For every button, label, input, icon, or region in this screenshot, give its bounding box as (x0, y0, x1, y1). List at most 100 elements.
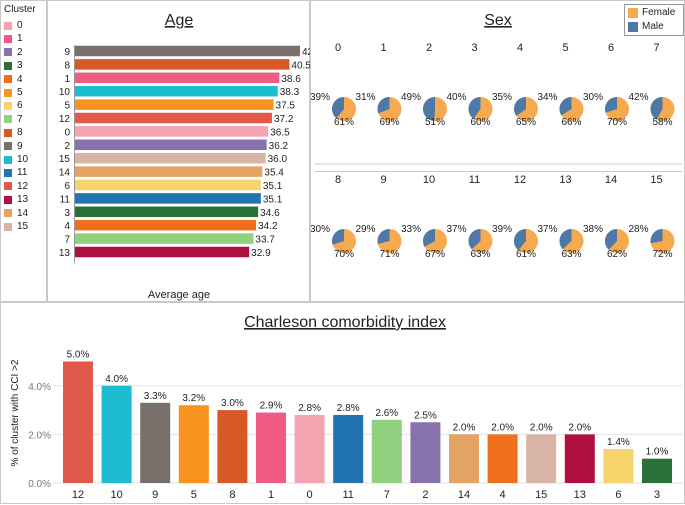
pie-female-pct: 63% (562, 249, 582, 260)
legend-swatch (4, 209, 12, 218)
legend-label: 9 (17, 140, 23, 152)
sex-title: Sex (484, 12, 512, 29)
age-bar (75, 45, 300, 57)
legend-swatch (4, 168, 12, 177)
pie-female-pct: 51% (425, 117, 445, 128)
legend-label: 10 (17, 154, 29, 165)
legend-item-0: 0 (4, 19, 23, 32)
pie-male-slice (422, 96, 435, 121)
pie-male-pct: 29% (355, 224, 375, 235)
sex-legend: Female Male (624, 4, 684, 36)
age-tick-label: 12 (59, 114, 71, 125)
age-value-label: 38.6 (281, 74, 301, 85)
pie-female-pct: 58% (653, 117, 673, 128)
age-bar (75, 166, 263, 177)
cci-value-label: 1.0% (646, 447, 669, 458)
age-bar (75, 219, 257, 231)
pie-male-slice (468, 97, 481, 119)
age-value-label: 36.2 (269, 141, 289, 152)
age-tick-label: 10 (59, 87, 71, 98)
legend-item-8: 8 (4, 126, 23, 139)
age-value-label: 36.5 (270, 127, 290, 138)
cci-bar (101, 385, 132, 483)
pie-male-pct: 30% (311, 224, 330, 235)
cci-bar (256, 412, 286, 483)
cci-tick-label: 9 (152, 489, 158, 501)
pie-male-slice (422, 229, 435, 247)
cci-tick-label: 3 (654, 489, 660, 501)
legend-swatch (4, 101, 12, 110)
cci-bar (371, 419, 402, 483)
age-value-label: 37.2 (274, 114, 294, 125)
age-bar (75, 112, 272, 124)
cci-value-label: 2.6% (375, 408, 398, 419)
pie-male-pct: 28% (628, 224, 648, 235)
cci-value-label: 2.8% (337, 403, 360, 414)
cci-value-label: 2.8% (298, 403, 321, 414)
cci-bar (642, 458, 672, 483)
legend-label: 12 (17, 180, 29, 192)
age-tick-label: 3 (64, 208, 70, 219)
sex-cluster-label: 9 (380, 174, 386, 186)
age-value-label: 34.6 (260, 208, 280, 219)
legend-label: 8 (17, 127, 23, 139)
age-tick-label: 6 (64, 181, 70, 192)
cci-tick-label: 13 (574, 489, 586, 501)
legend-swatch (4, 88, 12, 97)
cci-bar (217, 410, 248, 483)
sex-cluster-label: 5 (562, 42, 568, 54)
pie-male-slice (650, 229, 663, 244)
legend-label: 11 (17, 167, 28, 179)
sex-legend-male: Male (628, 21, 664, 32)
legend-label: 5 (17, 87, 23, 98)
cci-tick-label: 10 (110, 489, 122, 501)
legend-swatch (4, 128, 12, 137)
cluster-legend-title: Cluster (4, 4, 36, 15)
cci-value-label: 2.0% (530, 422, 553, 433)
cci-value-label: 3.3% (144, 391, 167, 402)
age-title: Age (165, 12, 194, 29)
male-label: Male (642, 21, 664, 32)
legend-item-6: 6 (4, 99, 23, 112)
legend-label: 1 (17, 33, 23, 45)
cci-tick-label: 1 (268, 489, 274, 501)
age-value-label: 37.5 (276, 101, 296, 112)
pie-male-slice (650, 97, 663, 120)
pie-female-pct: 62% (607, 249, 627, 260)
cci-panel: Charleson comorbidity index % of cluster… (0, 302, 685, 504)
cci-tick-label: 6 (615, 489, 621, 501)
age-bar (75, 139, 267, 151)
age-panel: Age Average age 942.5840.5138.61038.3537… (47, 0, 311, 302)
age-bar (75, 126, 269, 137)
pie-male-pct: 33% (401, 224, 421, 235)
pie-male-pct: 38% (583, 224, 603, 235)
sex-cluster-label: 15 (650, 174, 662, 186)
sex-panel: Sex 0 39% 61% 1 31% 69% 2 49% 51% 3 40% 60% 4 35% 65% 5… (310, 0, 685, 302)
cci-value-label: 3.0% (221, 398, 244, 409)
pie-female-pct: 63% (471, 249, 491, 260)
age-bar (75, 99, 274, 110)
pie-male-pct: 37% (446, 224, 466, 235)
pie-male-slice (468, 229, 481, 250)
legend-label: 6 (17, 100, 23, 112)
sex-cluster-label: 6 (608, 42, 614, 54)
age-value-label: 40.5 (291, 60, 311, 71)
age-tick-label: 8 (64, 60, 70, 71)
age-bar (75, 59, 290, 70)
cci-value-label: 2.9% (260, 401, 283, 412)
legend-swatch (4, 21, 12, 30)
sex-cluster-label: 11 (469, 174, 480, 186)
legend-label: 13 (17, 194, 29, 206)
pie-male-pct: 31% (355, 92, 375, 103)
cci-tick-label: 12 (72, 489, 84, 501)
pie-female-pct: 70% (334, 249, 354, 260)
age-bar (75, 85, 278, 97)
legend-swatch (4, 222, 12, 231)
cci-bar (603, 448, 634, 483)
pie-male-slice (605, 229, 617, 250)
pie-male-pct: 49% (401, 92, 421, 103)
pie-male-slice (377, 229, 390, 244)
male-swatch (628, 21, 638, 32)
legend-label: 15 (17, 221, 29, 232)
cci-tick-label: 15 (535, 489, 547, 501)
